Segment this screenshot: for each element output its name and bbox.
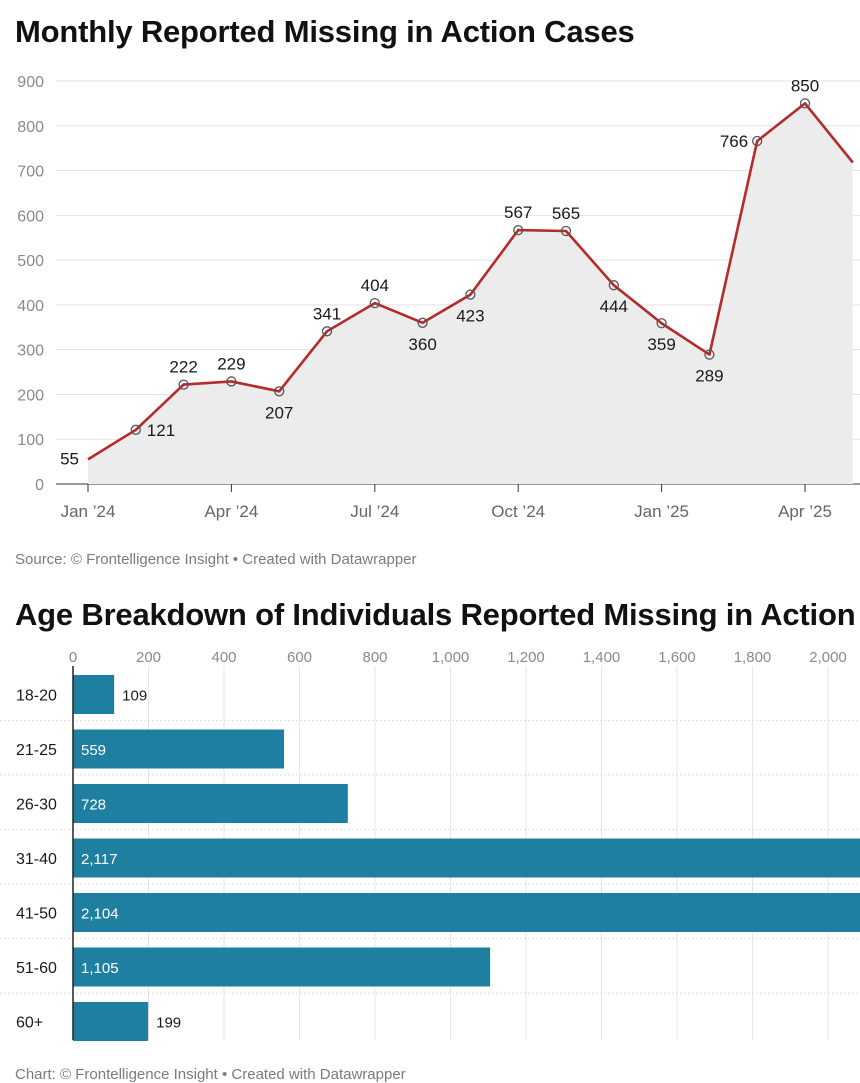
- x-tick-label: 1,800: [734, 649, 772, 666]
- y-tick-label: 400: [17, 298, 44, 315]
- monthly-line-chart: 0 100 200 300 400 500 600 700 800 900 Jan ’24 Apr ’…: [17, 74, 860, 521]
- bar-chart-title: Age Breakdown of Individuals Reported Mi…: [15, 597, 856, 632]
- x-tick-label: 1,400: [583, 649, 621, 666]
- category-label: 18-20: [16, 688, 57, 705]
- data-point: [417, 317, 428, 328]
- y-tick-label: 200: [17, 387, 44, 404]
- category-label: 26-30: [16, 797, 57, 814]
- category-label: 31-40: [16, 851, 57, 868]
- data-label: 207: [265, 403, 293, 422]
- bar-value-label: 559: [81, 742, 106, 759]
- data-point: [274, 386, 285, 397]
- bar-chart-source: Chart: © Frontelligence Insight • Create…: [15, 1066, 406, 1083]
- data-label: 444: [600, 297, 628, 316]
- y-tick-label: 900: [17, 74, 44, 91]
- data-label: 850: [791, 76, 819, 95]
- y-tick-label: 100: [17, 432, 44, 449]
- x-tick-label: 600: [287, 649, 312, 666]
- data-point: [560, 225, 572, 237]
- line-chart-source: Source: © Frontelligence Insight • Creat…: [15, 551, 417, 568]
- bar: [73, 1002, 149, 1041]
- bar: [73, 729, 285, 769]
- data-label: 423: [456, 307, 484, 326]
- data-label: 567: [504, 203, 532, 222]
- data-label: 121: [147, 421, 175, 440]
- y-tick-label: 500: [17, 253, 44, 270]
- data-point: [130, 424, 141, 435]
- bar-value-label: 2,117: [81, 851, 117, 868]
- data-label: 359: [647, 335, 675, 354]
- category-label: 60+: [16, 1015, 43, 1032]
- bar: [73, 893, 860, 932]
- x-tick-label: Apr ’25: [778, 502, 832, 521]
- category-label: 51-60: [16, 960, 57, 977]
- data-label: 55: [60, 449, 79, 468]
- data-point: [226, 376, 237, 387]
- x-tick-label: Apr ’24: [204, 502, 258, 521]
- data-label: 766: [720, 132, 748, 151]
- data-label: 229: [217, 354, 245, 373]
- bar: [73, 947, 491, 987]
- x-tick-label: 2,000: [809, 649, 847, 666]
- x-tick-label: 800: [362, 649, 387, 666]
- x-tick-label: 200: [136, 649, 161, 666]
- y-tick-label: 700: [17, 164, 44, 181]
- bar-value-label: 2,104: [81, 906, 119, 923]
- line-chart-title: Monthly Reported Missing in Action Cases: [15, 14, 635, 49]
- data-label: 341: [313, 304, 341, 323]
- data-point: [513, 224, 524, 236]
- data-point: [369, 297, 380, 309]
- data-point: [321, 326, 333, 337]
- data-label: 222: [169, 358, 197, 377]
- category-label: 21-25: [16, 742, 57, 759]
- data-point: [465, 289, 476, 300]
- data-point: [178, 379, 189, 390]
- bar-value-label: 1,105: [81, 960, 119, 977]
- x-tick-label: Oct ’24: [491, 502, 545, 521]
- x-tick-label: Jul ’24: [350, 502, 399, 521]
- category-label: 41-50: [16, 906, 57, 923]
- data-label: 360: [408, 335, 436, 354]
- series-line: [87, 102, 854, 461]
- age-bar-chart: 0 200 400 600 800 1,000 1,200 1,400 1,600 1,800 2,…: [0, 649, 860, 1041]
- bar-value-label: 199: [156, 1015, 181, 1032]
- bar-value-label: 728: [81, 797, 106, 814]
- data-label: 404: [361, 276, 389, 295]
- y-tick-label: 0: [35, 477, 44, 494]
- data-point: [656, 318, 667, 329]
- data-label: 565: [552, 204, 580, 223]
- data-point: [704, 349, 715, 360]
- data-label: 289: [695, 367, 723, 386]
- x-tick-label: 1,000: [432, 649, 470, 666]
- x-tick-label: 1,600: [658, 649, 696, 666]
- x-tick-label: 400: [211, 649, 236, 666]
- data-point: [799, 98, 811, 109]
- x-tick-label: 0: [69, 649, 77, 666]
- bar: [73, 784, 348, 823]
- data-point: [608, 280, 619, 291]
- area-fill: [88, 103, 853, 484]
- bar: [73, 675, 115, 714]
- x-tick-label: 1,200: [507, 649, 545, 666]
- bar: [73, 838, 860, 878]
- y-tick-label: 800: [17, 119, 44, 136]
- data-point: [752, 135, 763, 147]
- y-tick-label: 600: [17, 208, 44, 225]
- y-tick-label: 300: [17, 343, 44, 360]
- x-tick-label: Jan ’24: [61, 502, 116, 521]
- bar-value-label: 109: [122, 688, 147, 705]
- x-tick-label: Jan ’25: [634, 502, 689, 521]
